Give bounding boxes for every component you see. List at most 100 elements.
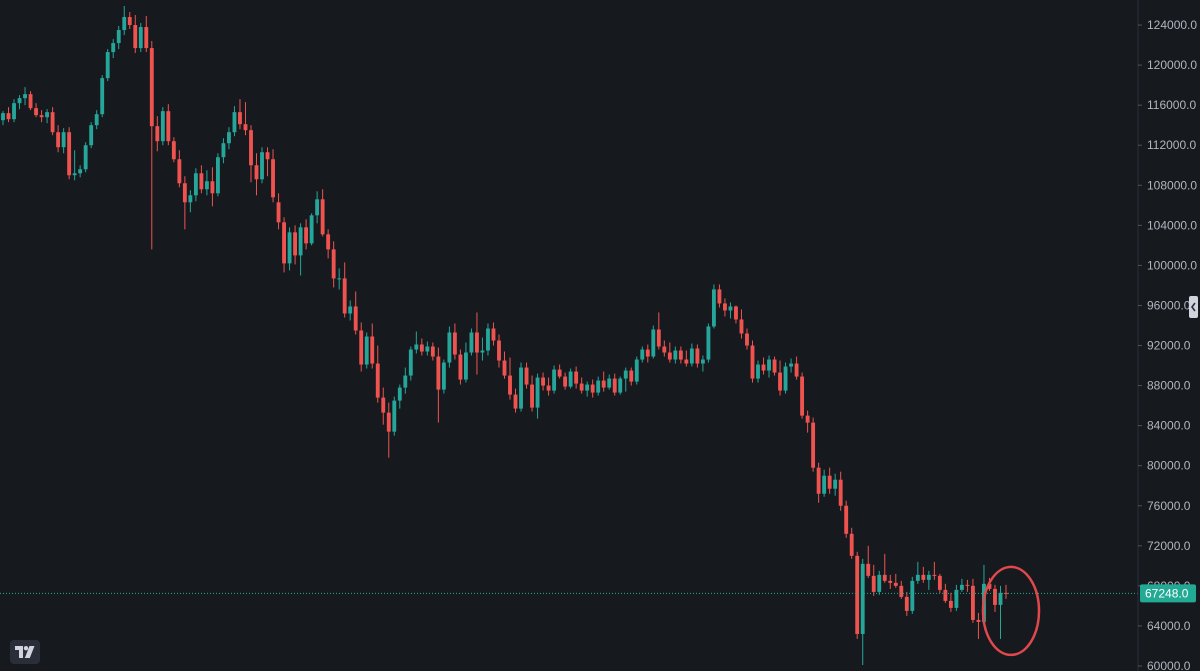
candle — [188, 190, 193, 213]
candle-body — [761, 364, 766, 371]
candle-body — [948, 600, 953, 608]
candle — [227, 127, 231, 150]
candle-body — [965, 584, 970, 586]
candle-body — [734, 306, 738, 320]
candle-body — [61, 132, 66, 148]
candle-body — [249, 130, 253, 166]
candle-body — [215, 157, 220, 194]
candle-body — [182, 183, 187, 203]
candle — [871, 564, 876, 596]
candle-body — [39, 115, 44, 118]
candle — [408, 346, 413, 381]
candle-body — [491, 328, 496, 341]
candle — [441, 359, 446, 394]
candle-body — [723, 303, 727, 311]
axis-tick-label: 72000.0 — [1147, 539, 1191, 553]
candle — [651, 325, 656, 359]
candle — [623, 367, 628, 392]
candle — [171, 137, 176, 163]
candle-body — [767, 359, 771, 371]
candle — [480, 337, 485, 361]
annotation-circle — [981, 565, 1041, 657]
axis-tick-label: 84000.0 — [1147, 419, 1191, 433]
candle-body — [915, 574, 920, 581]
candle — [700, 355, 705, 372]
price-axis[interactable]: 124000.0 120000.0 116000.0 112000.0 108000.0… — [1137, 0, 1197, 671]
candle-body — [800, 376, 805, 416]
candle-body — [155, 126, 160, 142]
candle-body — [508, 375, 512, 395]
candle-body — [634, 359, 639, 382]
candle-body — [430, 346, 435, 357]
candle — [243, 102, 248, 136]
candle — [552, 365, 557, 394]
candle — [182, 176, 187, 230]
candle — [254, 153, 259, 196]
candle-body — [910, 580, 915, 611]
candle — [568, 368, 573, 389]
candle — [971, 578, 975, 623]
candle-body — [976, 619, 981, 622]
candle-body — [822, 475, 827, 494]
candle — [414, 331, 419, 354]
candle — [734, 305, 738, 324]
candle-body — [276, 202, 281, 223]
candle-body — [72, 173, 77, 176]
axis-tick-label: 124000.0 — [1147, 18, 1197, 32]
candle-body — [860, 563, 865, 634]
candle — [215, 153, 220, 197]
candle — [959, 578, 964, 592]
candle — [695, 344, 700, 368]
candle-body — [711, 289, 716, 327]
candle — [882, 553, 887, 583]
candle-body — [855, 555, 860, 634]
candle — [265, 147, 270, 177]
candle — [287, 227, 292, 271]
candle-body — [557, 369, 562, 377]
axis-scale-handle[interactable] — [1189, 296, 1198, 318]
candle-body — [232, 112, 237, 133]
candle — [756, 360, 760, 383]
candle-body — [89, 125, 94, 146]
candle-body — [210, 181, 215, 194]
candle-body — [403, 375, 408, 388]
candle — [370, 323, 375, 369]
candle-body — [937, 575, 942, 590]
candle-body — [667, 352, 672, 360]
candle-body — [838, 479, 843, 506]
candle — [116, 26, 121, 50]
candle — [888, 574, 893, 589]
candle-body — [326, 234, 331, 250]
candle — [833, 473, 838, 496]
axis-tick-label: 120000.0 — [1147, 58, 1197, 72]
candle — [827, 467, 832, 494]
candle-body — [827, 475, 832, 489]
candle — [309, 213, 314, 246]
candle — [320, 189, 325, 237]
candle-body — [452, 332, 457, 355]
candle — [475, 312, 479, 375]
candle-body — [353, 306, 358, 331]
candle — [954, 584, 959, 611]
candle — [67, 127, 72, 180]
candle-body — [954, 589, 959, 608]
candle-body — [12, 103, 16, 120]
candle — [204, 170, 209, 196]
tradingview-logo[interactable] — [10, 640, 40, 664]
candle-body — [811, 422, 816, 468]
candle — [574, 366, 579, 389]
candle-body — [877, 574, 882, 592]
candle-body — [282, 222, 286, 264]
candle-body — [127, 17, 132, 26]
candle-body — [921, 574, 926, 580]
candle-body — [706, 326, 711, 360]
candle-body — [585, 384, 590, 391]
candle — [386, 402, 391, 458]
candle-body — [904, 596, 909, 611]
candle-body — [993, 588, 997, 605]
candle-body — [463, 352, 468, 380]
candle-body — [568, 371, 573, 387]
candle — [772, 356, 777, 376]
